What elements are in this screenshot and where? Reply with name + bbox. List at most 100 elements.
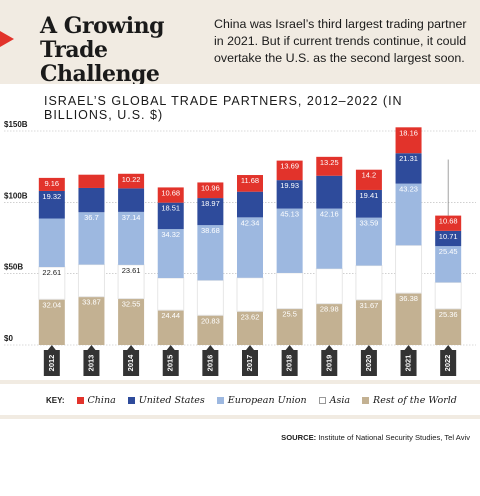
data-label: 19.41 <box>360 191 379 200</box>
y-tick-label: $150B <box>4 120 28 129</box>
data-label: 10.96 <box>201 183 220 192</box>
bar-segment <box>237 311 263 345</box>
bar-segment <box>118 173 145 189</box>
year-pill <box>242 350 258 376</box>
bar-segment <box>118 211 145 265</box>
data-label: 45.13 <box>280 210 299 219</box>
data-label: 25.36 <box>439 310 458 319</box>
year-pointer <box>206 345 215 350</box>
legend-swatch <box>216 396 224 404</box>
bar-segment <box>197 182 224 199</box>
bar-segment <box>237 175 263 192</box>
bar-segment <box>435 215 462 231</box>
data-label: 23.61 <box>122 266 141 275</box>
year-pill <box>281 350 298 376</box>
legend-key-label: KEY: <box>46 395 65 405</box>
bar-segment <box>38 299 65 345</box>
bar-segment <box>237 191 263 218</box>
x-tick-label: 2012 <box>47 355 56 372</box>
bar-segment <box>157 229 184 279</box>
bar-segment <box>197 315 224 345</box>
bar-segment <box>355 217 382 266</box>
data-label: 20.83 <box>201 316 220 325</box>
bar-segment <box>435 308 462 345</box>
bar-segment <box>395 244 423 294</box>
bar-segment <box>197 198 224 226</box>
year-pointer <box>47 345 56 350</box>
year-pointer <box>444 345 453 350</box>
bar-segment <box>78 174 105 188</box>
data-label: 42.34 <box>241 218 260 227</box>
data-label: 36.7 <box>84 213 99 222</box>
bar-segment <box>355 265 383 301</box>
bar-segment <box>197 225 224 281</box>
bar-segment <box>196 279 224 316</box>
legend-label: United States <box>138 394 205 406</box>
legend-swatch <box>362 396 370 404</box>
year-pointer <box>325 345 334 350</box>
data-label: 11.68 <box>241 176 259 185</box>
data-label: 18.97 <box>201 199 220 208</box>
bar-segment <box>276 160 303 181</box>
dek: China was Israel’s third largest trading… <box>214 17 467 65</box>
data-label: 10.22 <box>122 175 141 184</box>
divider <box>0 380 480 384</box>
data-label: 19.93 <box>280 181 299 190</box>
source-label: SOURCE: <box>281 433 317 442</box>
year-pointer <box>285 345 294 350</box>
bar-segment <box>77 264 105 298</box>
bar-segment <box>118 298 145 345</box>
x-tick-label: 2013 <box>86 355 95 372</box>
data-label: 33.59 <box>360 219 379 228</box>
x-tick-label: 2019 <box>324 355 333 372</box>
bar-segment <box>118 188 145 212</box>
x-tick-label: 2017 <box>245 355 254 372</box>
year-pointer <box>87 345 96 350</box>
x-tick-label: 2015 <box>166 355 175 372</box>
year-pointer <box>404 345 413 350</box>
header: A Growing Trade Challenge China was Isra… <box>0 0 480 86</box>
bar-segment <box>355 169 382 190</box>
x-tick-label: 2016 <box>205 355 214 372</box>
data-label: 36.38 <box>399 294 418 303</box>
bar-segment <box>315 268 343 305</box>
chart-title: ISRAEL’S GLOBAL TRADE PARTNERS, 2012–202… <box>44 94 403 122</box>
data-label: 24.44 <box>161 311 180 320</box>
year-pill <box>321 350 338 376</box>
data-label: 32.55 <box>122 300 141 309</box>
year-pointer <box>166 345 175 350</box>
legend-label: Rest of the World <box>373 394 457 406</box>
data-label: 21.31 <box>399 154 418 163</box>
data-label: 38.68 <box>201 226 220 235</box>
bar-segment <box>276 308 303 345</box>
data-label: 22.61 <box>42 268 61 277</box>
source-note: SOURCE: Institute of National Security S… <box>281 433 470 442</box>
bar-segment <box>276 208 303 273</box>
data-label: 31.67 <box>360 301 379 310</box>
bar-segment <box>38 177 65 191</box>
bar-segment <box>237 217 263 278</box>
legend-label: European Union <box>227 394 307 406</box>
year-pill <box>123 350 140 376</box>
bar-segment <box>435 246 462 283</box>
year-pill <box>43 350 60 376</box>
data-label: 10.68 <box>439 217 458 226</box>
bar-segment <box>316 156 343 176</box>
data-label: 18.51 <box>161 204 180 213</box>
year-pointer <box>364 345 373 350</box>
bar-segment <box>157 202 184 230</box>
x-tick-label: 2014 <box>126 354 135 372</box>
data-label: 13.69 <box>280 162 299 171</box>
legend: KEY: China United States European Union … <box>46 393 469 407</box>
bar-segment <box>276 180 303 209</box>
bar-segment <box>38 218 65 268</box>
bar-segment <box>355 299 382 345</box>
bar-segment <box>434 281 462 310</box>
year-pill <box>360 350 377 376</box>
data-label: 18.16 <box>399 128 418 137</box>
bar-segment <box>355 189 382 218</box>
bar-segment <box>435 230 462 247</box>
bar-segment <box>276 272 304 310</box>
year-pill <box>440 350 457 376</box>
year-pointer <box>246 345 254 350</box>
